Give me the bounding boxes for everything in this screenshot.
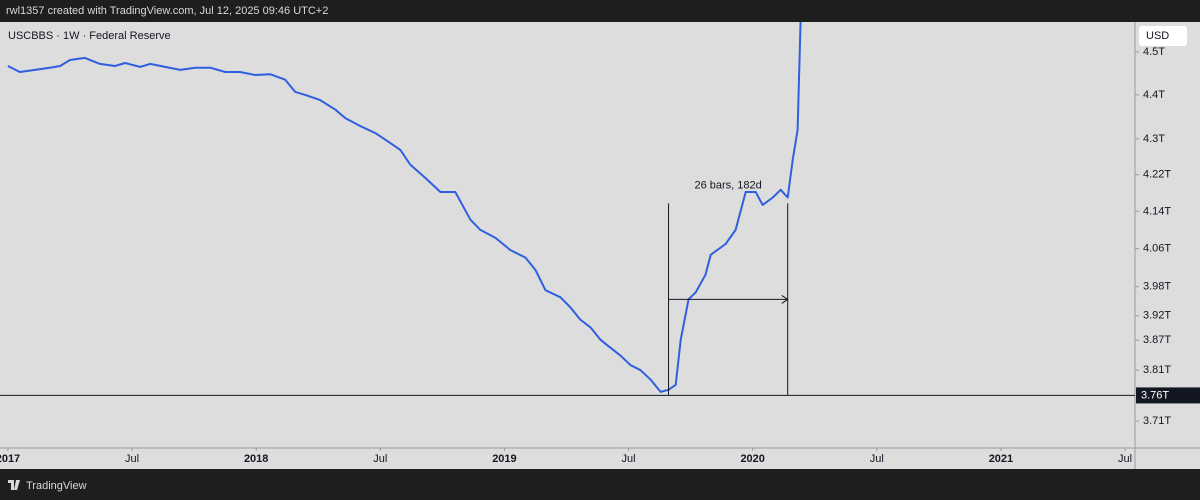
currency: USD — [1146, 30, 1169, 42]
chart-title: USCBBS · 1W · Federal Reserve — [8, 30, 171, 42]
footer-logo — [8, 480, 20, 490]
x-tick-label: 2018 — [244, 453, 268, 465]
price-line-label: 3.76T — [1141, 389, 1169, 401]
measure-label: 26 bars, 182d — [694, 179, 761, 191]
x-tick-label: 2021 — [989, 453, 1013, 465]
y-tick-label: 4.22T — [1143, 169, 1171, 181]
y-tick-label: 3.92T — [1143, 310, 1171, 322]
y-tick-label: 4.5T — [1143, 46, 1165, 58]
y-tick-label: 4.06T — [1143, 243, 1171, 255]
y-tick-label: 3.87T — [1143, 334, 1171, 346]
x-tick-label: Jul — [125, 453, 139, 465]
footer: TradingView — [26, 480, 87, 492]
x-tick-label: Jul — [622, 453, 636, 465]
plot — [0, 22, 1135, 396]
y-tick-label: 4.4T — [1143, 89, 1165, 101]
y-tick-label: 3.81T — [1143, 364, 1171, 376]
y-tick-label: 4.3T — [1143, 133, 1165, 145]
y-tick-label: 3.71T — [1143, 415, 1171, 427]
header: rwl1357 created with TradingView.com, Ju… — [6, 5, 328, 17]
x-tick-label: 2019 — [492, 453, 516, 465]
x-tick-label: 2017 — [0, 453, 20, 465]
y-tick-label: 4.14T — [1143, 205, 1171, 217]
x-tick-label: Jul — [373, 453, 387, 465]
x-tick-label: Jul — [870, 453, 884, 465]
currency-box[interactable] — [1139, 26, 1187, 46]
x-tick-label: 2020 — [740, 453, 764, 465]
x-tick-label: Jul — [1118, 453, 1132, 465]
y-tick-label: 3.98T — [1143, 281, 1171, 293]
chart-area — [0, 22, 1200, 469]
data-line — [7, 22, 802, 393]
measure-arrow-head — [781, 295, 789, 304]
price-line-label-bg — [1136, 387, 1200, 404]
